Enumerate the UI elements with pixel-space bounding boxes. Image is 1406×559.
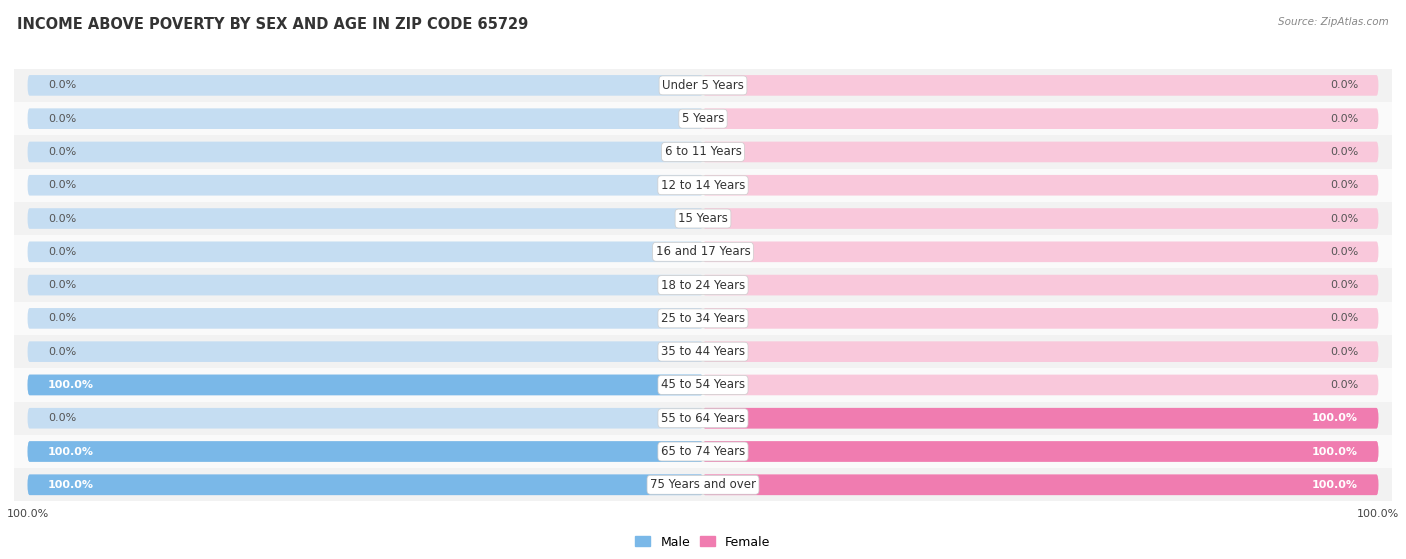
- FancyBboxPatch shape: [28, 241, 703, 262]
- Bar: [0, 69, 1406, 102]
- FancyBboxPatch shape: [703, 475, 1378, 495]
- Text: 0.0%: 0.0%: [48, 180, 76, 190]
- Text: 0.0%: 0.0%: [48, 80, 76, 91]
- Text: 0.0%: 0.0%: [1330, 113, 1358, 124]
- Text: 0.0%: 0.0%: [1330, 214, 1358, 224]
- Text: 18 to 24 Years: 18 to 24 Years: [661, 278, 745, 292]
- FancyBboxPatch shape: [703, 441, 1378, 462]
- FancyBboxPatch shape: [28, 441, 703, 462]
- Text: 0.0%: 0.0%: [48, 113, 76, 124]
- Text: 0.0%: 0.0%: [48, 247, 76, 257]
- FancyBboxPatch shape: [28, 408, 703, 429]
- Text: 0.0%: 0.0%: [1330, 247, 1358, 257]
- Text: 100.0%: 100.0%: [48, 447, 94, 457]
- Text: 6 to 11 Years: 6 to 11 Years: [665, 145, 741, 158]
- FancyBboxPatch shape: [703, 308, 1378, 329]
- FancyBboxPatch shape: [28, 108, 703, 129]
- FancyBboxPatch shape: [28, 475, 703, 495]
- Text: 0.0%: 0.0%: [48, 147, 76, 157]
- FancyBboxPatch shape: [28, 141, 703, 162]
- FancyBboxPatch shape: [703, 408, 1378, 429]
- FancyBboxPatch shape: [703, 241, 1378, 262]
- Text: 0.0%: 0.0%: [48, 214, 76, 224]
- Text: 0.0%: 0.0%: [48, 280, 76, 290]
- Bar: [0, 368, 1406, 401]
- Text: 15 Years: 15 Years: [678, 212, 728, 225]
- Text: 100.0%: 100.0%: [1312, 480, 1358, 490]
- Text: 100.0%: 100.0%: [48, 380, 94, 390]
- Text: 0.0%: 0.0%: [48, 314, 76, 323]
- FancyBboxPatch shape: [703, 208, 1378, 229]
- Text: 100.0%: 100.0%: [1312, 413, 1358, 423]
- FancyBboxPatch shape: [28, 175, 703, 196]
- Text: 0.0%: 0.0%: [1330, 347, 1358, 357]
- Bar: [0, 102, 1406, 135]
- Bar: [0, 302, 1406, 335]
- Text: 0.0%: 0.0%: [1330, 180, 1358, 190]
- Text: 0.0%: 0.0%: [1330, 147, 1358, 157]
- Text: 16 and 17 Years: 16 and 17 Years: [655, 245, 751, 258]
- FancyBboxPatch shape: [703, 275, 1378, 295]
- FancyBboxPatch shape: [28, 275, 703, 295]
- Bar: [0, 235, 1406, 268]
- Text: 100.0%: 100.0%: [48, 480, 94, 490]
- Bar: [0, 202, 1406, 235]
- Text: 0.0%: 0.0%: [1330, 80, 1358, 91]
- Bar: [0, 468, 1406, 501]
- Bar: [0, 401, 1406, 435]
- FancyBboxPatch shape: [703, 408, 1378, 429]
- Text: 55 to 64 Years: 55 to 64 Years: [661, 412, 745, 425]
- FancyBboxPatch shape: [703, 475, 1378, 495]
- FancyBboxPatch shape: [28, 375, 703, 395]
- Bar: [0, 435, 1406, 468]
- FancyBboxPatch shape: [28, 375, 703, 395]
- Text: Under 5 Years: Under 5 Years: [662, 79, 744, 92]
- Legend: Male, Female: Male, Female: [630, 530, 776, 553]
- FancyBboxPatch shape: [703, 175, 1378, 196]
- Text: 0.0%: 0.0%: [48, 413, 76, 423]
- Text: 5 Years: 5 Years: [682, 112, 724, 125]
- FancyBboxPatch shape: [28, 475, 703, 495]
- FancyBboxPatch shape: [703, 441, 1378, 462]
- FancyBboxPatch shape: [703, 75, 1378, 96]
- FancyBboxPatch shape: [703, 375, 1378, 395]
- Text: 25 to 34 Years: 25 to 34 Years: [661, 312, 745, 325]
- FancyBboxPatch shape: [703, 108, 1378, 129]
- Bar: [0, 169, 1406, 202]
- Bar: [0, 268, 1406, 302]
- Bar: [0, 335, 1406, 368]
- Text: 12 to 14 Years: 12 to 14 Years: [661, 179, 745, 192]
- Text: 35 to 44 Years: 35 to 44 Years: [661, 345, 745, 358]
- Text: 0.0%: 0.0%: [48, 347, 76, 357]
- FancyBboxPatch shape: [28, 208, 703, 229]
- Text: 0.0%: 0.0%: [1330, 280, 1358, 290]
- Text: 0.0%: 0.0%: [1330, 314, 1358, 323]
- Text: 45 to 54 Years: 45 to 54 Years: [661, 378, 745, 391]
- FancyBboxPatch shape: [703, 342, 1378, 362]
- Text: 0.0%: 0.0%: [1330, 380, 1358, 390]
- Text: INCOME ABOVE POVERTY BY SEX AND AGE IN ZIP CODE 65729: INCOME ABOVE POVERTY BY SEX AND AGE IN Z…: [17, 17, 529, 32]
- Text: Source: ZipAtlas.com: Source: ZipAtlas.com: [1278, 17, 1389, 27]
- Text: 75 Years and over: 75 Years and over: [650, 479, 756, 491]
- FancyBboxPatch shape: [703, 141, 1378, 162]
- FancyBboxPatch shape: [28, 441, 703, 462]
- Text: 100.0%: 100.0%: [1312, 447, 1358, 457]
- FancyBboxPatch shape: [28, 75, 703, 96]
- Text: 65 to 74 Years: 65 to 74 Years: [661, 445, 745, 458]
- Bar: [0, 135, 1406, 169]
- FancyBboxPatch shape: [28, 308, 703, 329]
- FancyBboxPatch shape: [28, 342, 703, 362]
